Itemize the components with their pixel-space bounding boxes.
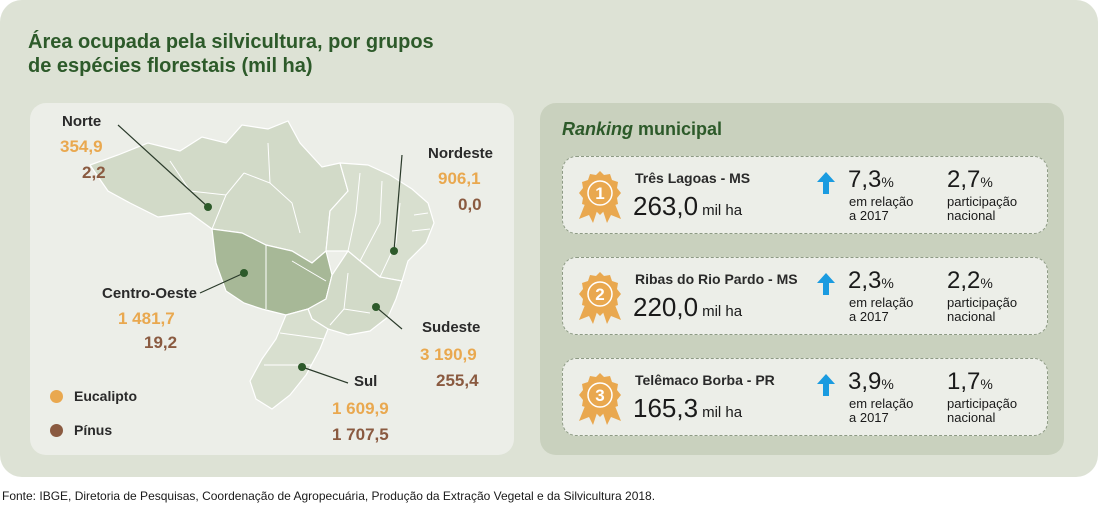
- ranking-share: 2,2%: [947, 267, 993, 294]
- region-name-nordeste: Nordeste: [428, 145, 494, 162]
- ranking-city: Telêmaco Borba - PR: [635, 372, 775, 388]
- infographic-title: Área ocupada pela silvicultura, por grup…: [28, 31, 434, 77]
- ranking-change: 7,3%: [848, 166, 894, 193]
- ranking-share-desc: participação nacional: [947, 295, 1018, 324]
- legend-eucalipto-dot: [50, 390, 63, 403]
- map-region-sul: [249, 308, 329, 410]
- svg-text:1: 1: [595, 184, 604, 203]
- ranking-panel: Ranking municipal 1 Três Lagoas - MS 263…: [540, 103, 1064, 455]
- brazil-map: [89, 120, 435, 410]
- legend-pinus-label: Pínus: [74, 422, 113, 438]
- ranking-area: 220,0 mil ha: [633, 292, 743, 322]
- region-pinus-sul: 1 707,5: [332, 425, 389, 444]
- svg-text:3: 3: [595, 386, 604, 405]
- region-name-sul: Sul: [354, 373, 378, 390]
- region-pinus-nordeste: 0,0: [458, 195, 482, 214]
- ranking-change-desc: em relação a 2017: [849, 194, 914, 223]
- ranking-share: 2,7%: [947, 166, 993, 193]
- medal-icon: 3: [579, 373, 621, 425]
- ranking-city: Três Lagoas - MS: [635, 170, 751, 186]
- ranking-share-desc: participação nacional: [947, 194, 1018, 223]
- region-eucalipto-sul: 1 609,9: [332, 399, 389, 418]
- up-arrow-icon: [817, 172, 835, 194]
- svg-text:2: 2: [595, 285, 604, 304]
- region-pinus-sudeste: 255,4: [436, 371, 479, 390]
- ranking-title: Ranking municipal: [562, 119, 723, 139]
- ranking-share-desc: participação nacional: [947, 396, 1018, 425]
- infographic-panel: Área ocupada pela silvicultura, por grup…: [0, 0, 1098, 477]
- region-pinus-norte: 2,2: [82, 163, 106, 182]
- region-eucalipto-centro-oeste: 1 481,7: [118, 309, 175, 328]
- ranking-card-2: 2 Ribas do Rio Pardo - MS 220,0 mil ha 2,…: [562, 257, 1048, 335]
- ranking-change-desc: em relação a 2017: [849, 295, 914, 324]
- medal-icon: 2: [579, 272, 621, 324]
- up-arrow-icon: [817, 273, 835, 295]
- region-name-sudeste: Sudeste: [422, 319, 481, 336]
- marker-nordeste: [390, 247, 398, 255]
- legend-eucalipto-label: Eucalipto: [74, 388, 138, 404]
- ranking-card-3: 3 Telêmaco Borba - PR 165,3 mil ha 3,9% e…: [562, 358, 1048, 436]
- up-arrow-icon: [817, 374, 835, 396]
- marker-sul: [298, 363, 306, 371]
- region-name-norte: Norte: [62, 113, 102, 130]
- region-pinus-centro-oeste: 19,2: [144, 333, 178, 352]
- ranking-city: Ribas do Rio Pardo - MS: [635, 271, 798, 287]
- region-name-centro-oeste: Centro-Oeste: [102, 285, 198, 302]
- marker-norte: [204, 203, 212, 211]
- map-panel: Norte 354,9 2,2 Nordeste 906,1 0,0 Centr…: [30, 103, 514, 455]
- source-note: Fonte: IBGE, Diretoria de Pesquisas, Coo…: [2, 489, 656, 503]
- medal-icon: 1: [579, 171, 621, 223]
- ranking-change: 3,9%: [848, 368, 894, 395]
- region-eucalipto-norte: 354,9: [60, 137, 103, 156]
- region-eucalipto-sudeste: 3 190,9: [420, 345, 477, 364]
- region-eucalipto-nordeste: 906,1: [438, 169, 481, 188]
- ranking-share: 1,7%: [947, 368, 993, 395]
- marker-centro-oeste: [240, 269, 248, 277]
- marker-sudeste: [372, 303, 380, 311]
- ranking-area: 165,3 mil ha: [633, 393, 743, 423]
- ranking-change-desc: em relação a 2017: [849, 396, 914, 425]
- legend-pinus-dot: [50, 424, 63, 437]
- ranking-change: 2,3%: [848, 267, 894, 294]
- ranking-area: 263,0 mil ha: [633, 191, 743, 221]
- ranking-card-1: 1 Três Lagoas - MS 263,0 mil ha 7,3% em r…: [562, 156, 1048, 234]
